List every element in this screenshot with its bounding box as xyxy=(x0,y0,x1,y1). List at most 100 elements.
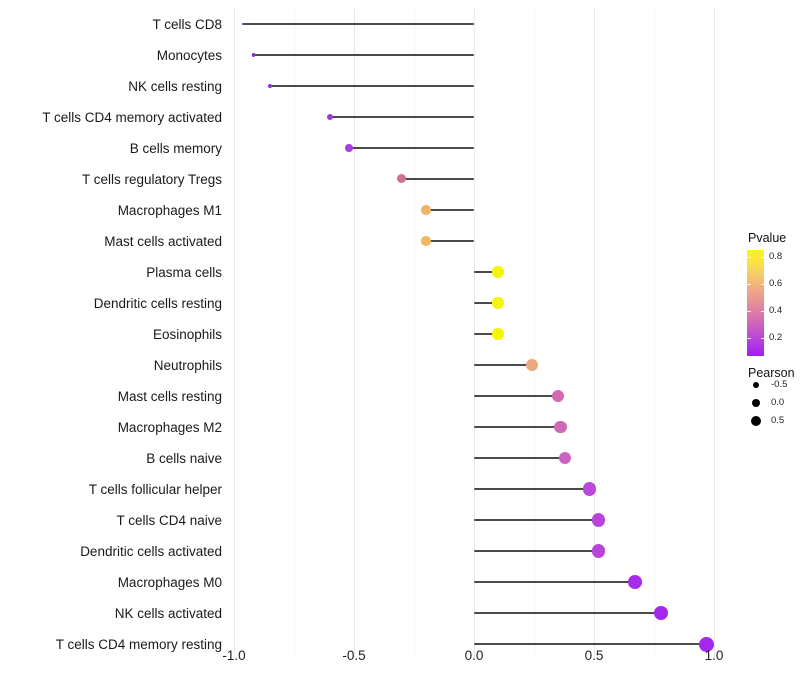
colorbar-tick-label: 0.6 xyxy=(769,277,783,289)
y-axis-label: NK cells resting xyxy=(128,79,222,94)
y-axis-label: Macrophages M2 xyxy=(117,420,222,435)
colorbar-tick xyxy=(747,338,751,340)
lollipop-dot xyxy=(592,513,606,527)
x-axis-tick-label: 0.5 xyxy=(584,648,604,663)
lollipop-dot xyxy=(345,144,353,152)
pvalue-colorbar xyxy=(747,250,764,356)
gridline-major xyxy=(594,8,595,658)
lollipop-stem xyxy=(474,333,498,335)
y-axis-label: Dendritic cells resting xyxy=(93,296,222,311)
y-axis-label: T cells CD4 memory resting xyxy=(55,637,222,652)
lollipop-dot xyxy=(551,389,565,403)
y-axis-label: Macrophages M0 xyxy=(117,575,222,590)
y-axis-label: NK cells activated xyxy=(114,606,222,621)
y-axis-label: Mast cells activated xyxy=(104,234,222,249)
lollipop-dot xyxy=(421,205,431,215)
lollipop-stem xyxy=(474,364,532,366)
colorbar-tick xyxy=(760,256,764,258)
size-legend-label: 0.0 xyxy=(771,397,785,408)
colorbar-tick-label: 0.2 xyxy=(769,332,783,344)
pvalue-legend-title: Pvalue xyxy=(748,231,787,245)
lollipop-dot xyxy=(592,544,606,558)
gridline-minor xyxy=(414,8,415,658)
lollipop-stem xyxy=(474,643,707,645)
lollipop-stem xyxy=(330,116,474,118)
size-legend-dot xyxy=(750,415,762,427)
gridline-minor xyxy=(534,8,535,658)
gridline-minor xyxy=(654,8,655,658)
lollipop-stem xyxy=(474,395,558,397)
lollipop-stem xyxy=(474,302,498,304)
lollipop-dot xyxy=(492,328,504,340)
gridline-minor xyxy=(294,8,295,658)
y-axis-label: B cells naive xyxy=(146,451,222,466)
plot-panel xyxy=(228,8,740,658)
lollipop-dot xyxy=(326,113,334,121)
y-axis-label: T cells regulatory Tregs xyxy=(81,172,222,187)
colorbar-tick xyxy=(760,338,764,340)
y-axis-label: T cells CD4 memory activated xyxy=(42,110,222,125)
lollipop-stem xyxy=(426,240,474,242)
x-axis-tick-label: -0.5 xyxy=(342,648,366,663)
colorbar-tick xyxy=(747,311,751,313)
x-axis-tick-label: 1.0 xyxy=(704,648,724,663)
lollipop-dot xyxy=(654,605,669,621)
lollipop-stem xyxy=(402,178,474,180)
lollipop-stem xyxy=(474,488,590,490)
x-axis-tick-label: 0.0 xyxy=(464,648,484,663)
lollipop-dot xyxy=(421,236,431,246)
y-axis-label: Neutrophils xyxy=(153,358,222,373)
size-legend-label: -0.5 xyxy=(771,379,788,390)
gridline-major xyxy=(354,8,355,658)
colorbar-tick xyxy=(760,311,764,313)
lollipop-dot xyxy=(492,297,504,309)
lollipop-dot xyxy=(627,575,642,589)
lollipop-dot xyxy=(492,266,504,278)
colorbar-tick xyxy=(747,256,751,258)
y-axis-label: T cells CD4 naive xyxy=(116,513,222,528)
lollipop-stem xyxy=(243,23,474,25)
y-axis-label: Mast cells resting xyxy=(117,389,222,404)
lollipop-dot xyxy=(397,174,407,184)
x-axis-tick-label: -1.0 xyxy=(222,648,246,663)
colorbar-tick xyxy=(760,283,764,285)
lollipop-stem xyxy=(474,457,566,459)
lollipop-stem xyxy=(426,209,474,211)
gridline-major xyxy=(714,8,715,658)
lollipop-stem xyxy=(474,519,599,521)
y-axis-label: T cells follicular helper xyxy=(88,482,222,497)
colorbar-tick-label: 0.8 xyxy=(769,250,783,262)
lollipop-dot xyxy=(267,83,273,89)
lollipop-dot xyxy=(699,636,715,652)
colorbar-tick-label: 0.4 xyxy=(769,305,783,317)
size-legend-label: 0.5 xyxy=(771,415,785,426)
lollipop-stem xyxy=(349,147,474,149)
pearson-legend-title: Pearson xyxy=(748,366,795,380)
size-legend-dot xyxy=(751,398,761,408)
lollipop-dot xyxy=(251,53,255,57)
lollipop-dot xyxy=(582,482,596,496)
y-axis-label: Plasma cells xyxy=(146,265,222,280)
y-axis-label: Macrophages M1 xyxy=(117,203,222,218)
gridline-major xyxy=(234,8,235,658)
colorbar-tick xyxy=(747,283,751,285)
gridline-major xyxy=(474,8,475,658)
lollipop-stem xyxy=(270,85,474,87)
lollipop-stem xyxy=(253,54,474,56)
size-legend-dot xyxy=(752,381,760,389)
lollipop-dot xyxy=(242,22,245,26)
lollipop-stem xyxy=(474,612,662,614)
lollipop-dot xyxy=(558,451,572,465)
y-axis-label: T cells CD8 xyxy=(152,17,222,32)
lollipop-dot xyxy=(554,420,567,434)
y-axis-label: Eosinophils xyxy=(152,327,222,342)
lollipop-stem xyxy=(474,271,498,273)
y-axis-label: B cells memory xyxy=(129,141,222,156)
lollipop-dot xyxy=(525,359,538,371)
y-axis-label: Monocytes xyxy=(156,48,222,63)
lollipop-stem xyxy=(474,426,561,428)
lollipop-stem xyxy=(474,581,635,583)
lollipop-stem xyxy=(474,550,599,552)
y-axis-label: Dendritic cells activated xyxy=(80,544,222,559)
